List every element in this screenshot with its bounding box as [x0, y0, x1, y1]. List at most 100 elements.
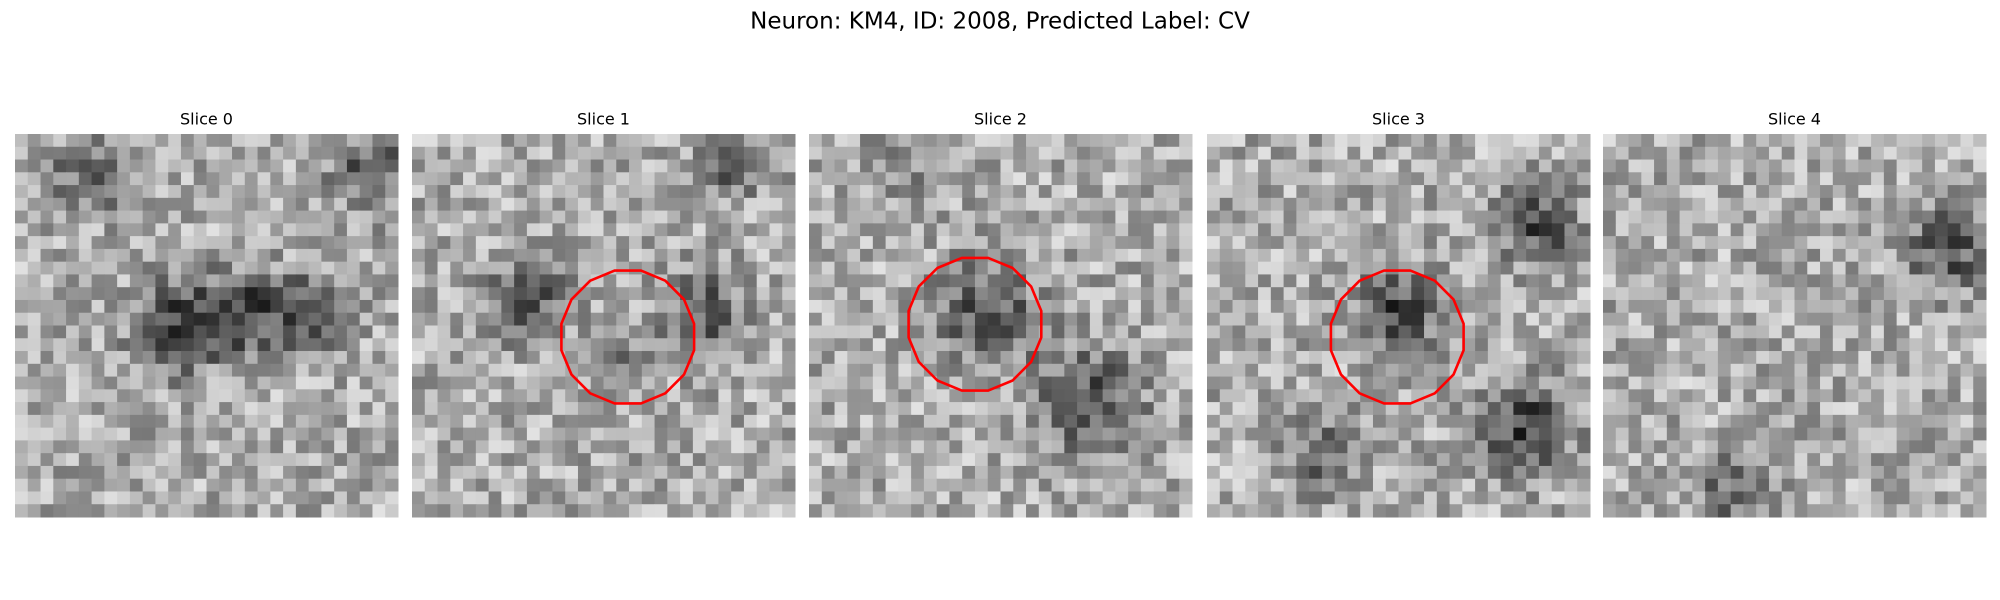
pixel: [654, 325, 668, 339]
pixel: [257, 351, 271, 365]
pixel: [590, 402, 604, 416]
pixel: [1603, 376, 1617, 390]
pixel: [1832, 414, 1847, 429]
pixel: [1564, 159, 1578, 173]
pixel: [295, 274, 310, 288]
pixel: [782, 338, 796, 352]
pixel: [705, 210, 719, 224]
pixel: [91, 491, 105, 505]
pixel: [1166, 274, 1180, 288]
pixel: [129, 146, 144, 161]
pixel: [219, 248, 233, 263]
pixel: [1526, 491, 1540, 505]
pixel: [731, 299, 745, 314]
pixel: [1564, 363, 1578, 378]
pixel: [847, 159, 861, 173]
pixel: [1051, 312, 1065, 326]
pixel: [809, 210, 823, 224]
pixel: [1615, 453, 1630, 467]
pixel: [1013, 478, 1027, 492]
pixel: [1947, 402, 1961, 416]
pixel: [885, 491, 899, 505]
pixel: [270, 478, 284, 492]
pixel: [295, 159, 310, 173]
pixel: [295, 325, 310, 339]
pixel: [1000, 440, 1014, 454]
pixel: [1000, 465, 1014, 480]
pixel: [782, 223, 796, 237]
pixel: [1436, 402, 1451, 416]
pixel: [641, 465, 656, 480]
pixel: [782, 440, 796, 454]
pixel: [987, 504, 1001, 518]
pixel: [782, 504, 796, 518]
pixel: [1641, 261, 1655, 275]
pixel: [1334, 223, 1348, 237]
pixel: [629, 146, 643, 161]
pixel: [27, 261, 42, 275]
pixel: [834, 491, 848, 505]
pixel: [1000, 248, 1014, 263]
pixel: [1411, 351, 1425, 365]
pixel: [15, 478, 29, 492]
pixel: [1807, 248, 1821, 263]
pixel: [412, 478, 426, 492]
pixel: [437, 287, 451, 301]
pixel: [346, 261, 361, 275]
pixel: [206, 504, 220, 518]
pixel: [847, 465, 861, 480]
pixel: [1832, 389, 1847, 403]
pixel: [1245, 440, 1259, 454]
pixel: [1500, 287, 1514, 301]
pixel: [987, 312, 1001, 326]
pixel: [1526, 210, 1540, 224]
pixel: [295, 389, 310, 403]
pixel: [1140, 325, 1155, 339]
pixel: [206, 414, 220, 429]
pixel: [1654, 402, 1668, 416]
pixel: [1679, 172, 1693, 186]
pixel: [1807, 197, 1821, 212]
pixel: [911, 491, 925, 505]
pixel: [219, 491, 233, 505]
pixel: [142, 210, 156, 224]
pixel: [334, 376, 348, 390]
pixel: [1398, 504, 1412, 518]
pixel: [1232, 146, 1246, 161]
pixel: [1666, 172, 1681, 186]
pixel: [1960, 210, 1974, 224]
pixel: [1051, 414, 1065, 429]
pixel: [1973, 440, 1987, 454]
pixel: [1140, 414, 1155, 429]
pixel: [1947, 491, 1961, 505]
pixel: [1424, 504, 1438, 518]
pixel: [1794, 197, 1808, 212]
pixel: [769, 376, 783, 390]
pixel: [372, 159, 386, 173]
pixel: [1462, 261, 1476, 275]
pixel: [974, 440, 989, 454]
pixel: [346, 478, 361, 492]
pixel: [1896, 312, 1910, 326]
pixel: [809, 338, 823, 352]
pixel: [142, 312, 156, 326]
pixel: [1832, 172, 1847, 186]
pixel: [1883, 134, 1898, 148]
pixel: [1692, 159, 1706, 173]
pixel: [1166, 453, 1180, 467]
pixel: [1385, 351, 1399, 365]
pixel: [180, 248, 195, 263]
pixel: [1564, 440, 1578, 454]
pixel: [1270, 134, 1285, 148]
pixel: [53, 338, 67, 352]
pixel: [129, 248, 144, 263]
pixel: [680, 491, 694, 505]
pixel: [53, 504, 67, 518]
pixel: [1551, 248, 1565, 263]
pixel: [15, 491, 29, 505]
pixel: [1743, 134, 1757, 148]
pixel: [974, 197, 989, 212]
pixel: [1411, 299, 1425, 314]
pixel: [603, 312, 617, 326]
pixel: [1934, 248, 1949, 263]
